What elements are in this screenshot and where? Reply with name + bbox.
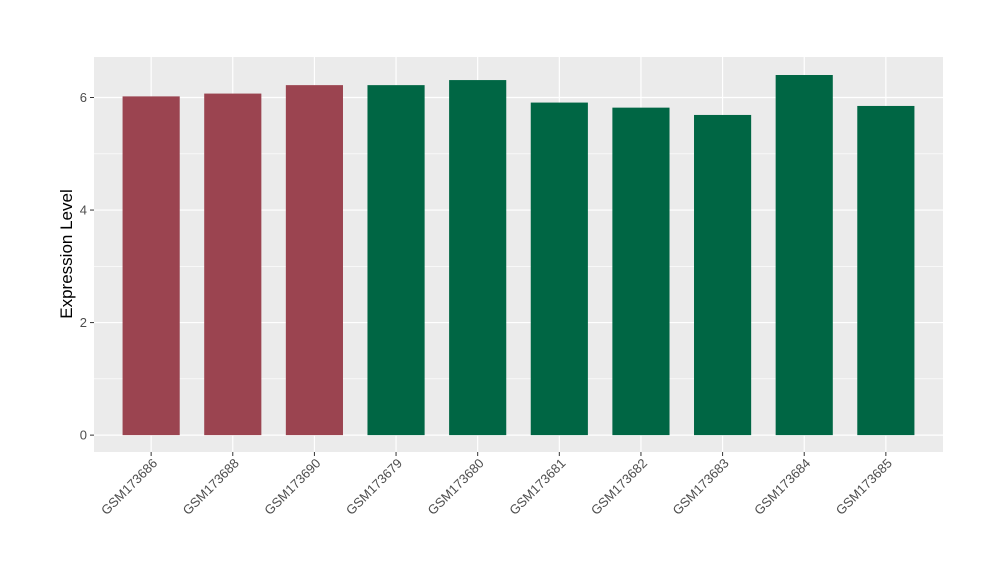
y-tick-label: 0 [80, 428, 87, 443]
x-tick-label: GSM173684 [751, 456, 813, 518]
bar-GSM173688 [204, 93, 262, 436]
bar-GSM173684 [775, 75, 833, 436]
x-tick-label: GSM173690 [261, 456, 323, 518]
x-tick-label: GSM173686 [98, 456, 160, 518]
bar-GSM173690 [285, 85, 343, 436]
bar-GSM173682 [612, 107, 670, 436]
x-tick-label: GSM173688 [180, 456, 242, 518]
bar-GSM173685 [857, 105, 915, 436]
y-tick-label: 4 [80, 203, 87, 218]
x-tick-label: GSM173680 [425, 456, 487, 518]
x-tick-label: GSM173683 [669, 456, 731, 518]
x-tick-label: GSM173685 [833, 456, 895, 518]
bar-GSM173680 [449, 80, 507, 436]
y-axis-label: Expression Level [57, 189, 76, 318]
x-axis: GSM173686 GSM173688 GSM173690 GSM173679 GSM1… [98, 452, 895, 518]
bar-GSM173681 [530, 102, 588, 436]
bar-GSM173686 [122, 96, 180, 436]
x-tick-label: GSM173682 [588, 456, 650, 518]
bar-GSM173679 [367, 85, 425, 436]
y-axis: 0 2 4 6 [80, 90, 94, 443]
bars [122, 75, 915, 436]
x-tick-label: GSM173679 [343, 456, 405, 518]
bar-GSM173683 [694, 114, 752, 436]
y-tick-label: 2 [80, 315, 87, 330]
x-tick-label: GSM173681 [506, 456, 568, 518]
y-tick-label: 6 [80, 90, 87, 105]
